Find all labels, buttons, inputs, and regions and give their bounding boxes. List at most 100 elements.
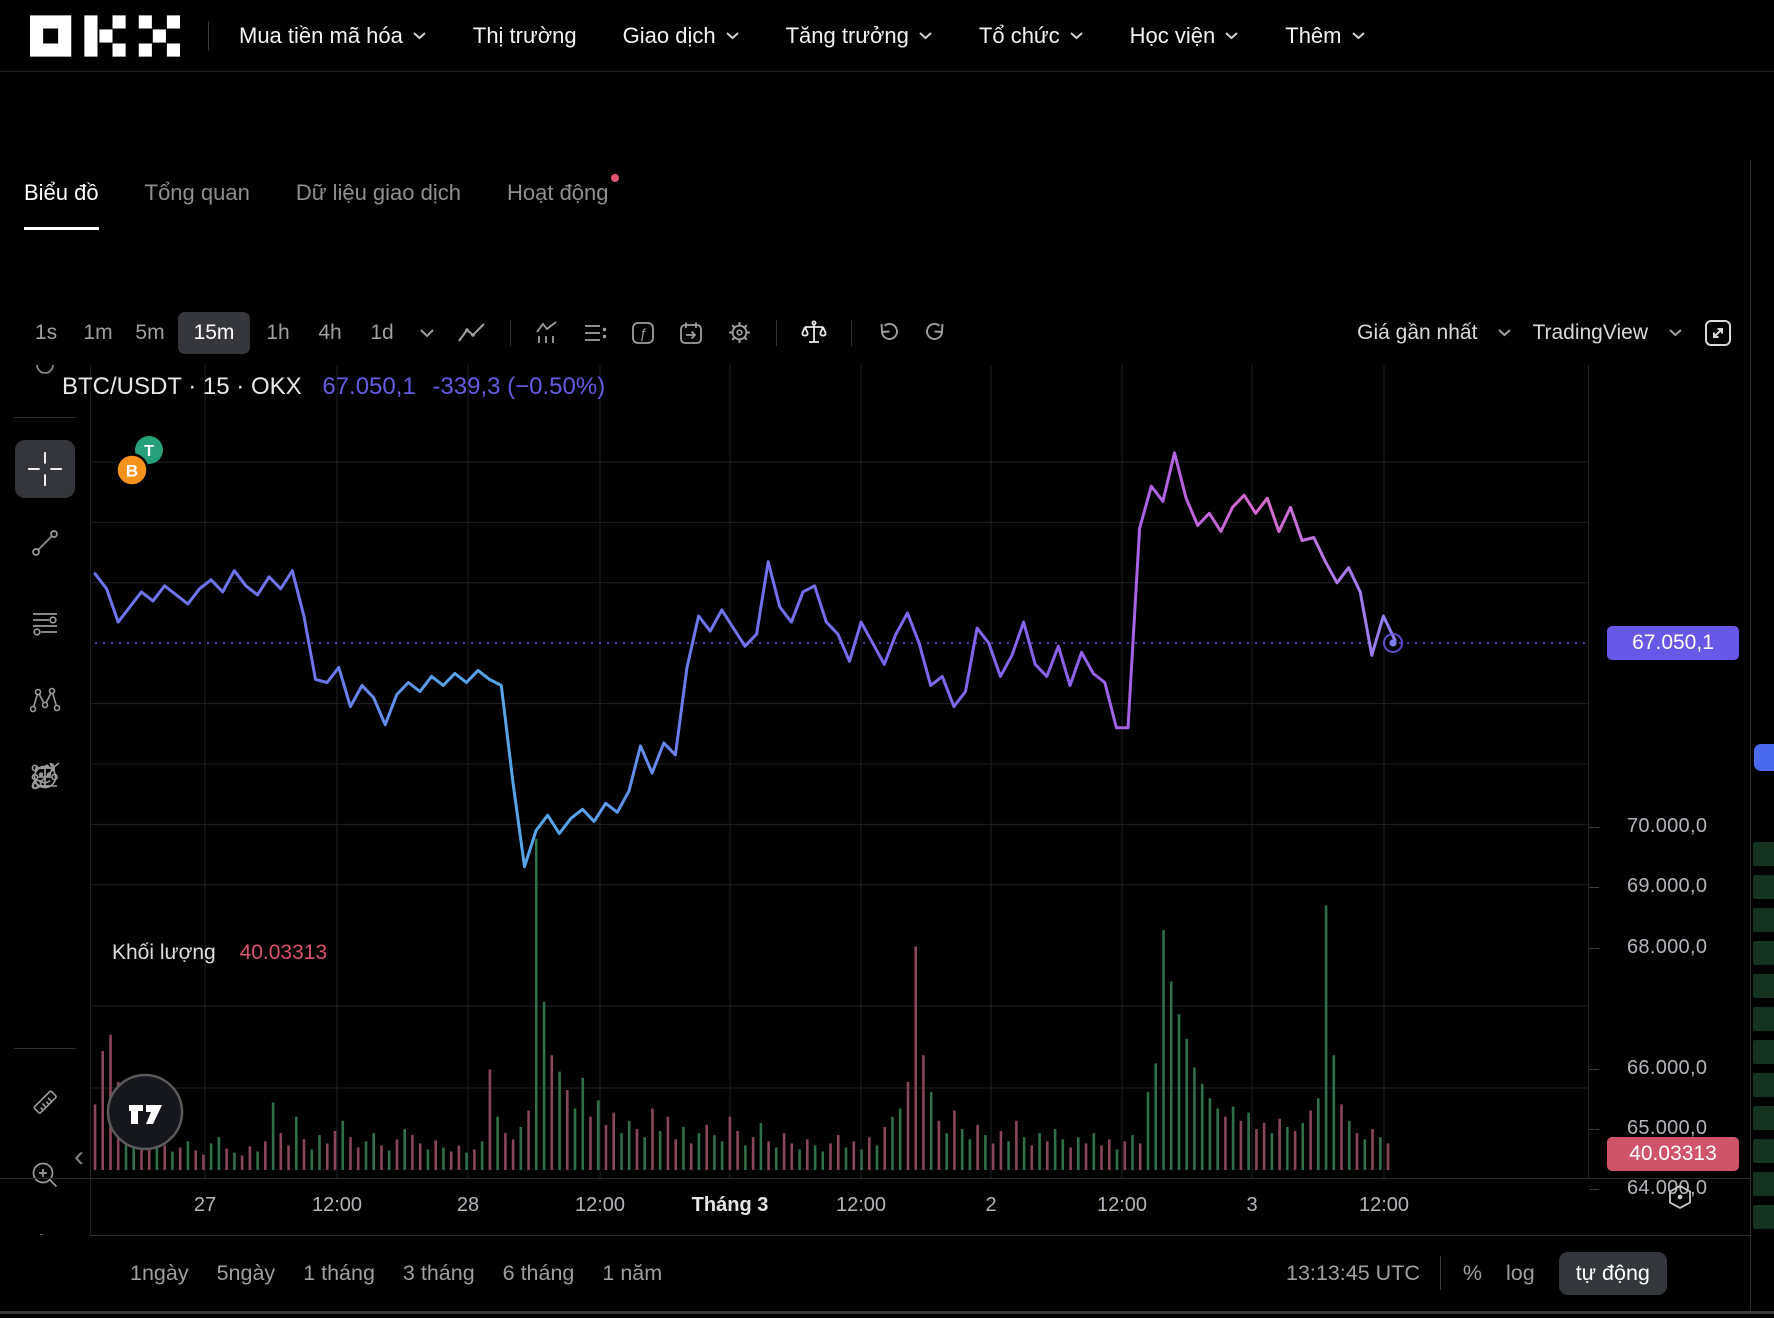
svg-text:ƒ: ƒ xyxy=(639,325,647,341)
interval-4h[interactable]: 4h xyxy=(318,320,342,344)
tool-xabcd-pattern[interactable] xyxy=(28,683,62,717)
nav-item-academy[interactable]: Học viện xyxy=(1130,23,1240,49)
price-axis-tick xyxy=(1589,1129,1599,1130)
tool-fib-retracement[interactable] xyxy=(28,606,62,640)
interval-15m[interactable]: 15m xyxy=(178,311,250,354)
orderbook-row-sliver xyxy=(1753,1205,1774,1229)
side-panel-button-sliver[interactable] xyxy=(1754,744,1774,771)
tool-forecast[interactable] xyxy=(28,760,62,794)
vendor-select[interactable]: TradingView xyxy=(1532,320,1648,344)
bottom-bar-border xyxy=(90,1235,1750,1236)
tabs-row: Biểu đồ Tổng quan Dữ liệu giao dịch Hoạt độ… xyxy=(0,155,1774,231)
formula-icon[interactable]: ƒ xyxy=(630,320,656,346)
tab-chart[interactable]: Biểu đồ xyxy=(24,155,99,230)
tool-crosshair[interactable] xyxy=(15,440,75,498)
toolbar-right: Giá gần nhất TradingView xyxy=(1357,300,1733,365)
volume-label: Khối lượng xyxy=(112,941,216,964)
tab-label: Hoạt động xyxy=(506,179,609,205)
axis-settings-hexagon-icon[interactable] xyxy=(1666,1184,1694,1210)
panel-divider xyxy=(1750,160,1751,1311)
toolbar-divider xyxy=(776,319,777,346)
ticker-bar: B BTC/USDT 10x 67.050,1 +1.164,6 (+1,77%… xyxy=(0,72,1774,215)
interval-1h[interactable]: 1h xyxy=(266,320,290,344)
interval-5m[interactable]: 5m xyxy=(135,320,165,344)
range-1d[interactable]: 1ngày xyxy=(130,1260,189,1285)
price-axis-border xyxy=(1588,365,1589,1178)
interval-chevron-down-icon[interactable] xyxy=(419,328,435,338)
toolbar-left: 1s 1m 5m 15m 1h 4h 1d ƒ xyxy=(0,311,960,354)
tool-ruler[interactable] xyxy=(28,1085,62,1119)
time-axis-label: 3 xyxy=(1246,1194,1258,1216)
tab-trade-data[interactable]: Dữ liệu giao dịch xyxy=(296,155,461,230)
current-volume-badge: 40.03313 xyxy=(1607,1137,1739,1171)
price-mode-select[interactable]: Giá gần nhất xyxy=(1357,320,1478,344)
nav-item-trade[interactable]: Giao dịch xyxy=(623,23,740,49)
range-3m[interactable]: 3 tháng xyxy=(402,1260,475,1285)
chevron-down-icon xyxy=(413,32,426,40)
volume-legend: Khối lượng 40.03313 xyxy=(112,941,327,965)
chevron-down-icon xyxy=(1225,32,1238,40)
chart-area: T B BTC/USDT · 15 · OKX 67.050,1 -339,3 … xyxy=(0,365,1774,1318)
scales-compare-icon[interactable] xyxy=(800,319,828,347)
interval-1s[interactable]: 1s xyxy=(34,320,58,344)
log-scale-button[interactable]: log xyxy=(1505,1260,1535,1285)
range-5d[interactable]: 5ngày xyxy=(216,1260,276,1285)
range-1m[interactable]: 1 tháng xyxy=(303,1260,375,1285)
tradingview-logo[interactable] xyxy=(105,1072,185,1152)
orderbook-row-sliver xyxy=(1753,1172,1774,1196)
redo-icon[interactable] xyxy=(923,320,949,346)
percent-scale-button[interactable]: % xyxy=(1462,1260,1482,1285)
tab-overview[interactable]: Tổng quan xyxy=(145,155,250,230)
price-chart[interactable] xyxy=(0,365,1774,1178)
indicators-icon[interactable] xyxy=(534,320,560,346)
interval-buttons: 1s 1m 5m 15m 1h 4h 1d xyxy=(20,311,408,354)
tool-emoji[interactable] xyxy=(33,765,57,789)
bottom-bar: 1ngày 5ngày 1 tháng 3 tháng 6 tháng 1 năm 13:… xyxy=(0,1235,1774,1318)
nav-item-grow[interactable]: Tăng trưởng xyxy=(786,23,933,49)
settings-gear-icon[interactable] xyxy=(726,319,753,346)
view-tabs: Biểu đồ Tổng quan Dữ liệu giao dịch Hoạt độ… xyxy=(24,155,619,230)
utc-clock[interactable]: 13:13:45 UTC xyxy=(1286,1260,1420,1285)
okx-logo[interactable] xyxy=(30,14,180,58)
chart-style-icon[interactable] xyxy=(457,321,487,345)
nav-item-markets[interactable]: Thị trường xyxy=(473,23,577,49)
legend-price: 67.050,1 xyxy=(322,373,416,400)
sidebar-divider xyxy=(14,417,76,418)
interval-1m[interactable]: 1m xyxy=(83,320,113,344)
tab-activity[interactable]: Hoạt động xyxy=(506,155,619,230)
range-6m[interactable]: 6 tháng xyxy=(502,1260,575,1285)
scroll-left-chevron[interactable]: ‹ xyxy=(74,1140,84,1173)
price-axis-label: 70.000,0 xyxy=(1627,815,1708,837)
chart-legend: T B xyxy=(108,428,170,492)
tool-zoom-in[interactable] xyxy=(28,1158,62,1192)
nav-item-buy-crypto[interactable]: Mua tiền mã hóa xyxy=(239,23,427,49)
price-axis-label: 66.000,0 xyxy=(1627,1056,1708,1079)
compare-metrics-icon[interactable] xyxy=(582,320,608,346)
time-axis[interactable]: 27 12:00 28 12:00 Tháng 3 12:00 2 12:00 3 12:00 xyxy=(0,1178,1750,1236)
nav-item-more[interactable]: Thêm xyxy=(1285,23,1365,49)
time-axis-label: 12:00 xyxy=(1096,1194,1148,1216)
time-axis-label: 27 xyxy=(193,1194,217,1216)
tool-trend-line[interactable] xyxy=(28,526,62,560)
interval-1d[interactable]: 1d xyxy=(370,320,394,344)
fullscreen-expand-icon[interactable] xyxy=(1703,318,1733,348)
price-axis-label: 65.000,0 xyxy=(1627,1117,1708,1139)
orderbook-row-sliver xyxy=(1753,974,1774,998)
price-axis-tick xyxy=(1589,887,1599,889)
notification-dot xyxy=(610,174,619,182)
bottom-bar-right: 13:13:45 UTC % log tự động xyxy=(1286,1235,1667,1311)
legend-separator: · xyxy=(188,373,197,400)
nav-item-institutions[interactable]: Tổ chức xyxy=(979,23,1084,49)
orderbook-row-sliver xyxy=(1753,1139,1774,1163)
nav-item-label: Tăng trưởng xyxy=(785,22,909,48)
nav-item-label: Thêm xyxy=(1285,22,1342,48)
auto-scale-button[interactable]: tự động xyxy=(1558,1251,1667,1295)
calendar-replay-icon[interactable] xyxy=(678,320,704,346)
legend-interval: 15 xyxy=(202,373,230,400)
undo-icon[interactable] xyxy=(875,320,901,346)
orderbook-row-sliver xyxy=(1753,908,1774,932)
range-1y[interactable]: 1 năm xyxy=(602,1260,663,1285)
svg-text:T: T xyxy=(144,443,154,460)
tab-label: Dữ liệu giao dịch xyxy=(295,179,461,205)
